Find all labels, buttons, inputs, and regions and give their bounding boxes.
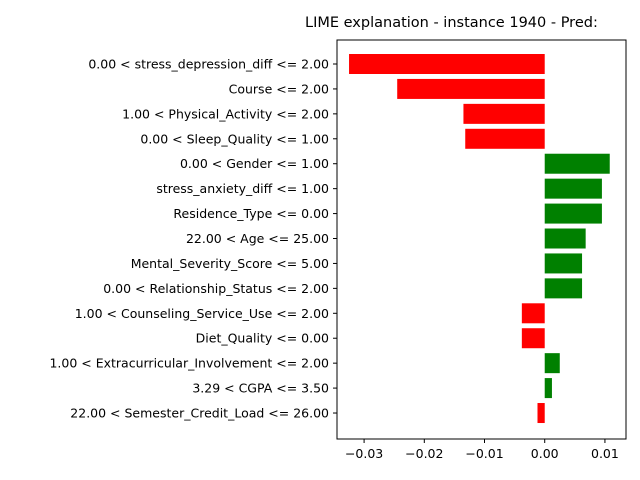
bar-12 xyxy=(545,353,560,373)
bar-9 xyxy=(545,278,582,298)
x-tick-label: 0.01 xyxy=(591,446,619,461)
bar-0 xyxy=(349,54,545,74)
y-tick-label: 3.29 < CGPA <= 3.50 xyxy=(192,381,329,396)
bar-8 xyxy=(545,253,582,273)
x-tick-label: −0.01 xyxy=(465,446,503,461)
bar-1 xyxy=(397,79,545,99)
bar-10 xyxy=(522,303,545,323)
bar-13 xyxy=(545,378,552,398)
y-tick-label: Diet_Quality <= 0.00 xyxy=(196,331,329,346)
bar-14 xyxy=(537,403,544,423)
bars-group xyxy=(349,54,610,423)
bar-6 xyxy=(545,204,602,224)
y-tick-label: 0.00 < Relationship_Status <= 2.00 xyxy=(103,281,329,296)
bar-11 xyxy=(522,328,545,348)
x-tick-label: −0.03 xyxy=(345,446,383,461)
x-tick-label: 0.00 xyxy=(531,446,559,461)
y-tick-label: 0.00 < Sleep_Quality <= 1.00 xyxy=(140,131,329,146)
y-axis-ticks: 0.00 < stress_depression_diff <= 2.00 Cou… xyxy=(49,57,337,421)
y-tick-label: 0.00 < Gender <= 1.00 xyxy=(180,156,329,171)
bar-7 xyxy=(545,229,586,249)
y-tick-label: 1.00 < Counseling_Service_Use <= 2.00 xyxy=(75,306,329,321)
bar-2 xyxy=(463,104,544,124)
bar-4 xyxy=(545,154,610,174)
y-tick-label: 1.00 < Physical_Activity <= 2.00 xyxy=(122,106,329,121)
bar-3 xyxy=(465,129,544,149)
x-tick-label: −0.02 xyxy=(405,446,443,461)
x-axis-ticks: −0.03 −0.02 −0.01 0.00 0.01 xyxy=(345,439,619,461)
y-tick-label: 0.00 < stress_depression_diff <= 2.00 xyxy=(88,57,329,72)
y-tick-label: Course <= 2.00 xyxy=(229,81,329,96)
bar-5 xyxy=(545,179,602,199)
y-tick-label: Mental_Severity_Score <= 5.00 xyxy=(131,256,329,271)
y-tick-label: Residence_Type <= 0.00 xyxy=(173,206,329,221)
y-tick-label: stress_anxiety_diff <= 1.00 xyxy=(156,181,329,196)
chart-title: LIME explanation - instance 1940 - Pred: xyxy=(305,15,598,31)
y-tick-label: 22.00 < Age <= 25.00 xyxy=(186,231,329,246)
y-tick-label: 22.00 < Semester_Credit_Load <= 26.00 xyxy=(70,406,329,421)
y-tick-label: 1.00 < Extracurricular_Involvement <= 2.… xyxy=(49,356,329,371)
